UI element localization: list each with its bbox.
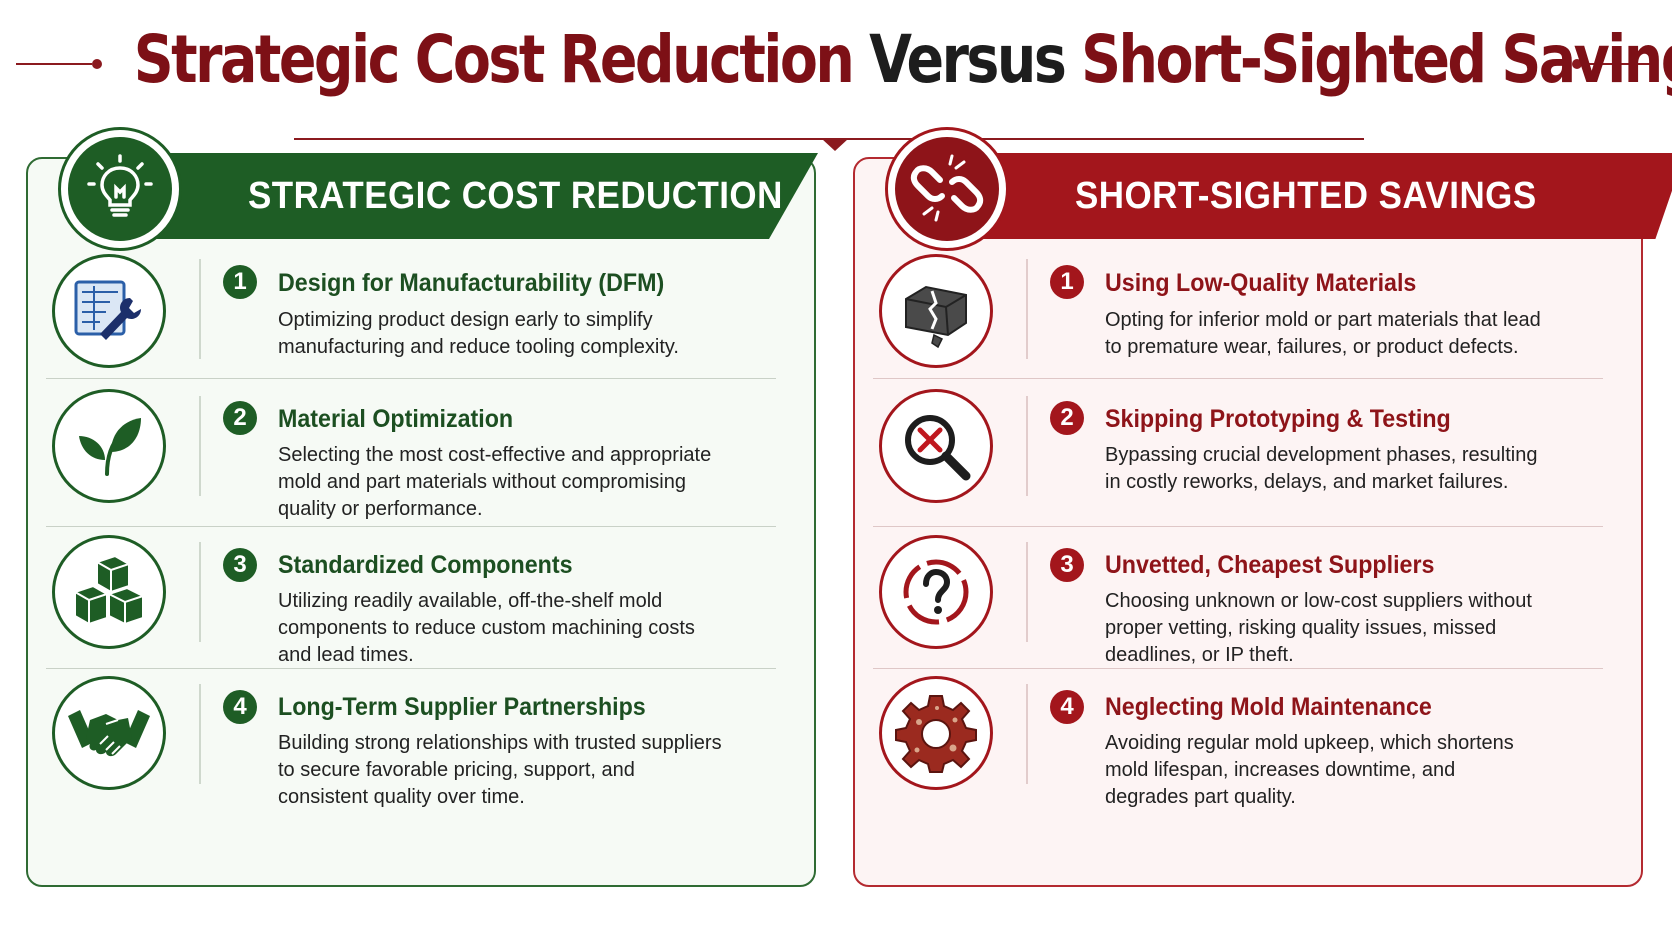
strategic-item-1-divider (199, 259, 201, 359)
short-sighted-heading: SHORT-SIGHTED SAVINGS (1075, 174, 1537, 217)
strategic-item-4-description: Building strong relationships with trust… (278, 732, 722, 808)
strategic-item-2-description: Selecting the most cost-effective and ap… (278, 444, 712, 520)
short-sighted-item-4-title: Neglecting Mold Maintenance (1105, 693, 1432, 721)
short-sighted-item-3-divider (1026, 542, 1028, 642)
strategic-panel: STRATEGIC COST REDUCTION (26, 127, 818, 887)
handshake-icon (68, 710, 150, 757)
strategic-item-4-number: 4 (223, 690, 257, 724)
magnifier-x-icon (905, 415, 971, 481)
title-underline-pointer (822, 139, 848, 151)
strategic-item-2-divider (199, 396, 201, 496)
short-sighted-item-3-separator (873, 668, 1603, 669)
short-sighted-item-1-title: Using Low-Quality Materials (1105, 269, 1417, 297)
strategic-item-1-title: Design for Manufacturability (DFM) (278, 269, 665, 297)
page-title: Strategic Cost Reduction Versus Short-Si… (133, 18, 1672, 102)
short-sighted-badge (885, 127, 1009, 251)
short-sighted-item-1-separator (873, 378, 1603, 379)
short-sighted-item-1-description: Opting for inferior mold or part materia… (1105, 309, 1541, 358)
title-deco-line-right (1582, 63, 1658, 65)
strategic-item-4: 4 Long-Term Supplier Partnerships Buildi… (28, 674, 814, 824)
short-sighted-banner: SHORT-SIGHTED SAVINGS (945, 153, 1672, 239)
leaf-icon (79, 418, 141, 476)
title-part-short-sighted: Short-Sighted Savings (1081, 21, 1672, 98)
title-deco-line-left (16, 63, 92, 65)
strategic-item-2: 2 Material Optimization Selecting the mo… (28, 386, 814, 534)
short-sighted-item-3: 3 Unvetted, Cheapest Suppliers Choosing … (855, 532, 1641, 674)
lightbulb-icon (87, 154, 153, 217)
strategic-item-1-separator (46, 378, 776, 379)
short-sighted-item-3-icon-circle (879, 535, 993, 649)
short-sighted-item-3-description: Choosing unknown or low-cost suppliers w… (1105, 590, 1532, 666)
title-deco-dot-left (92, 59, 102, 69)
strategic-item-1-icon-circle (52, 254, 166, 368)
short-sighted-item-4-divider (1026, 684, 1028, 784)
blueprint-wrench-icon (74, 280, 141, 340)
short-sighted-item-2-icon-circle (879, 389, 993, 503)
short-sighted-item-4-icon-circle (879, 676, 993, 790)
strategic-item-3-number: 3 (223, 548, 257, 582)
short-sighted-item-1-number: 1 (1050, 265, 1084, 299)
title-deco-dot-right (1572, 59, 1582, 69)
cracked-block-icon (905, 285, 967, 349)
strategic-item-1-number: 1 (223, 265, 257, 299)
broken-chain-icon (910, 154, 984, 222)
short-sighted-item-4-description: Avoiding regular mold upkeep, which shor… (1105, 732, 1514, 808)
strategic-item-3-separator (46, 668, 776, 669)
short-sighted-item-3-title: Unvetted, Cheapest Suppliers (1105, 551, 1435, 579)
question-mark-icon (903, 559, 969, 625)
stacked-blocks-icon (74, 554, 144, 626)
short-sighted-item-3-number: 3 (1050, 548, 1084, 582)
strategic-item-3-divider (199, 542, 201, 642)
short-sighted-item-2-separator (873, 526, 1603, 527)
short-sighted-item-4-number: 4 (1050, 690, 1084, 724)
title-part-versus: Versus (869, 21, 1067, 98)
strategic-item-2-number: 2 (223, 401, 257, 435)
strategic-item-4-icon-circle (52, 676, 166, 790)
short-sighted-item-2-divider (1026, 396, 1028, 496)
short-sighted-item-2-title: Skipping Prototyping & Testing (1105, 405, 1451, 433)
strategic-item-3-icon-circle (52, 535, 166, 649)
strategic-heading: STRATEGIC COST REDUCTION (248, 174, 783, 217)
strategic-item-1-description: Optimizing product design early to simpl… (278, 309, 679, 358)
strategic-item-2-separator (46, 526, 776, 527)
strategic-item-4-title: Long-Term Supplier Partnerships (278, 693, 646, 721)
strategic-item-2-icon-circle (52, 389, 166, 503)
short-sighted-item-1-icon-circle (879, 254, 993, 368)
short-sighted-item-2-description: Bypassing crucial development phases, re… (1105, 444, 1538, 493)
strategic-item-3-description: Utilizing readily available, off-the-she… (278, 590, 695, 666)
short-sighted-panel: SHORT-SIGHTED SAVINGS (853, 127, 1672, 887)
rusty-gear-icon (895, 695, 977, 773)
strategic-item-3: 3 Standardized Components Utilizing read… (28, 532, 814, 674)
strategic-item-2-title: Material Optimization (278, 405, 514, 433)
short-sighted-item-1: 1 Using Low-Quality Materials Opting for… (855, 249, 1641, 379)
short-sighted-item-4: 4 Neglecting Mold Maintenance Avoiding r… (855, 674, 1641, 824)
strategic-banner: STRATEGIC COST REDUCTION (118, 153, 818, 239)
strategic-item-4-divider (199, 684, 201, 784)
strategic-item-3-title: Standardized Components (278, 551, 573, 579)
strategic-badge (58, 127, 182, 251)
title-part-strategic: Strategic Cost Reduction (133, 21, 855, 98)
short-sighted-item-2: 2 Skipping Prototyping & Testing Bypassi… (855, 386, 1641, 534)
short-sighted-item-1-divider (1026, 259, 1028, 359)
short-sighted-item-2-number: 2 (1050, 401, 1084, 435)
title-area: Strategic Cost Reduction Versus Short-Si… (0, 18, 1672, 151)
strategic-item-1: 1 Design for Manufacturability (DFM) Opt… (28, 249, 814, 379)
